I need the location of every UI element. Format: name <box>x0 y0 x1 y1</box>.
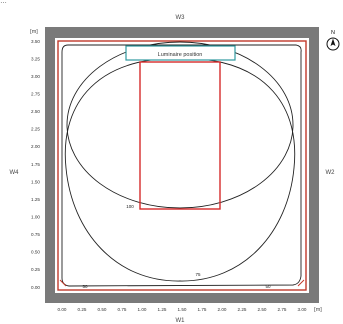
x-tick-label: 2.50 <box>258 307 267 312</box>
contour-label-100: 100 <box>126 204 134 209</box>
luminaire-footprint <box>139 61 221 210</box>
y-tick-label: 0.50 <box>31 250 40 255</box>
y-tick-label: 3.25 <box>31 56 40 61</box>
y-tick-label: 1.25 <box>31 197 40 202</box>
contour-75 <box>64 57 296 282</box>
x-axis-ticks: 0.00 0.25 0.50 0.75 1.00 1.25 1.50 1.75 2.00 2.25… <box>58 307 307 312</box>
y-tick-label: 2.50 <box>31 109 40 114</box>
y-tick-label: 1.00 <box>31 215 40 220</box>
y-tick-label: 0.00 <box>31 285 40 290</box>
north-label: N <box>331 30 335 36</box>
contour-label-50-right: 50 <box>265 284 271 289</box>
room-interior <box>55 38 309 293</box>
north-arrow-icon: N <box>326 30 340 51</box>
y-tick-label: 2.00 <box>31 144 40 149</box>
luminaire-position-box <box>125 45 236 61</box>
contour-50 <box>61 44 302 287</box>
x-tick-label: 3.00 <box>298 307 307 312</box>
x-axis-unit: [m] <box>314 307 322 313</box>
y-axis-ticks: 3.50 3.25 3.00 2.75 2.50 2.25 2.00 1.75 1.50 1.25… <box>31 39 40 290</box>
y-tick-label: 2.75 <box>31 92 40 97</box>
wall-label-bottom: W1 <box>176 318 186 324</box>
wall-label-right: W2 <box>326 170 336 176</box>
corner-mark-bl <box>59 279 67 287</box>
luminaire-position-label: Luminaire position <box>158 52 203 58</box>
x-tick-label: 0.75 <box>118 307 127 312</box>
x-tick-label: 2.75 <box>278 307 287 312</box>
contour-label-75: 75 <box>195 272 201 277</box>
y-tick-label: 2.25 <box>31 127 40 132</box>
x-tick-label: 0.25 <box>78 307 87 312</box>
corner-mark-br <box>297 279 305 287</box>
wall-label-left: W4 <box>10 170 20 176</box>
y-tick-label: 3.00 <box>31 74 40 79</box>
x-tick-label: 1.75 <box>198 307 207 312</box>
y-axis-unit: [m] <box>30 29 38 35</box>
y-tick-label: 1.50 <box>31 179 40 184</box>
y-tick-label: 3.50 <box>31 39 40 44</box>
x-tick-label: 1.00 <box>138 307 147 312</box>
contour-100 <box>66 41 294 209</box>
x-tick-label: 2.00 <box>218 307 227 312</box>
header-fragment: … <box>0 0 7 5</box>
x-tick-label: 2.25 <box>238 307 247 312</box>
room-outline <box>57 40 307 291</box>
y-tick-label: 1.75 <box>31 162 40 167</box>
x-tick-label: 0.50 <box>98 307 107 312</box>
x-tick-label: 1.25 <box>158 307 167 312</box>
y-tick-label: 0.75 <box>31 232 40 237</box>
contour-label-50-left: 50 <box>82 284 88 289</box>
x-tick-label: 0.00 <box>58 307 67 312</box>
y-tick-label: 0.25 <box>31 267 40 272</box>
x-tick-label: 1.50 <box>178 307 187 312</box>
wall-label-top: W3 <box>176 15 186 21</box>
